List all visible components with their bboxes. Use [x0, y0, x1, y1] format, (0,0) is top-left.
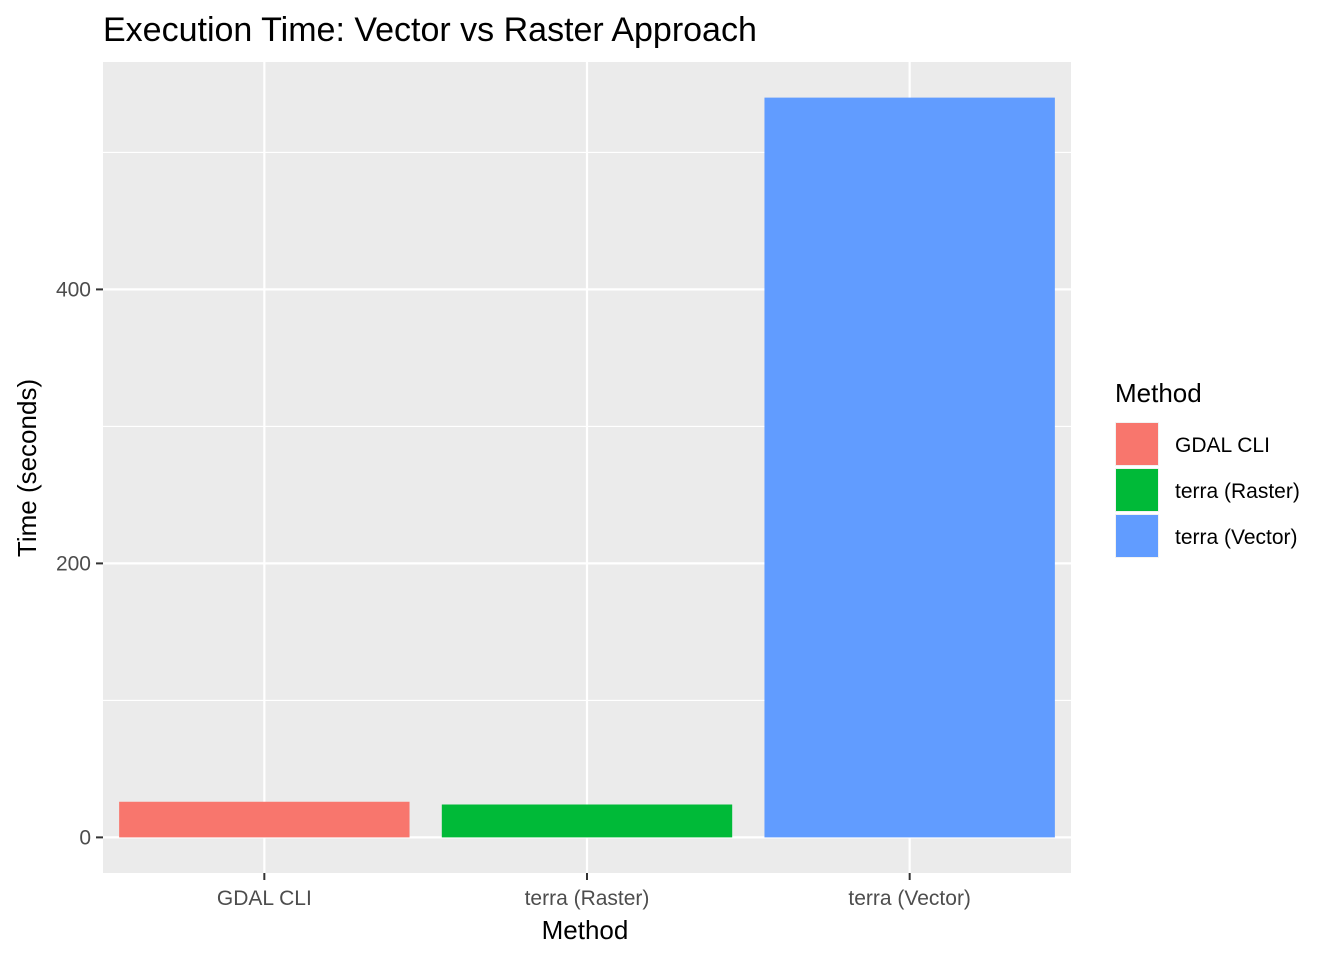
legend-swatch	[1116, 469, 1158, 511]
x-axis-title: Method	[542, 915, 629, 945]
bar	[764, 97, 1055, 838]
y-axis-title: Time (seconds)	[12, 379, 42, 557]
y-axis: 0 200 400	[56, 278, 103, 849]
bar	[119, 801, 410, 838]
y-tick-label: 400	[56, 278, 91, 301]
x-tick-label: terra (Vector)	[848, 887, 971, 910]
legend-title: Method	[1115, 378, 1202, 408]
legend-items: GDAL CLI terra (Raster) terra (Vector)	[1115, 422, 1300, 558]
legend-label: terra (Vector)	[1175, 526, 1298, 549]
legend-swatch	[1116, 515, 1158, 557]
bar	[441, 804, 733, 838]
legend-label: terra (Raster)	[1175, 480, 1300, 503]
chart-title: Execution Time: Vector vs Raster Approac…	[103, 11, 757, 49]
bars-group	[119, 97, 1055, 838]
legend: Method GDAL CLI terra (Raster) terra (Vect…	[1115, 378, 1300, 558]
y-tick-label: 200	[56, 552, 91, 575]
y-tick-label: 0	[79, 826, 91, 849]
x-tick-label: terra (Raster)	[525, 887, 650, 910]
x-axis: GDAL CLI terra (Raster) terra (Vector)	[217, 873, 971, 910]
x-tick-label: GDAL CLI	[217, 887, 312, 910]
legend-label: GDAL CLI	[1175, 434, 1270, 457]
legend-swatch	[1116, 423, 1158, 465]
